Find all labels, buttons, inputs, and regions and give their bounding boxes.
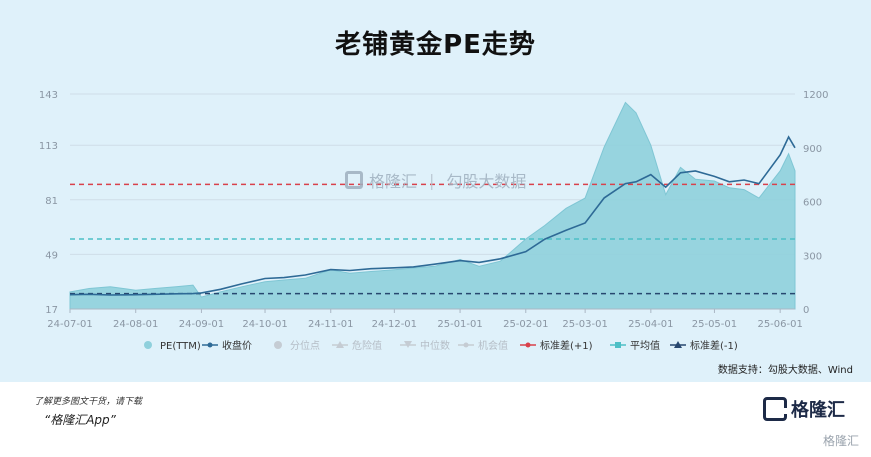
legend-item[interactable]: PE(TTM) (144, 341, 201, 352)
gelonghui-logo-icon (345, 171, 363, 189)
legend-label: 机会值 (478, 339, 508, 352)
watermark-partner: 勾股大数据 (446, 172, 527, 191)
legend-item[interactable]: 标准差(-1) (670, 339, 738, 352)
x-tick-label: 25-01-01 (437, 319, 482, 330)
gelonghui-logo-icon (763, 397, 787, 421)
y-left-tick-label: 49 (45, 250, 58, 261)
legend-item[interactable]: 危险值 (332, 339, 382, 352)
footer-logo[interactable]: 格隆汇 (763, 394, 845, 424)
legend-circle-icon (274, 341, 282, 349)
legend-label: PE(TTM) (160, 341, 201, 352)
legend[interactable]: PE(TTM) 收盘价 分位点 危险值 中位数 机会值 标准差(+1) 平均值 标准差(-1) (144, 339, 738, 352)
legend-square-icon (615, 342, 621, 348)
source-note: 数据支持：勾股大数据、Wind (717, 365, 853, 376)
price-line-layer (69, 135, 796, 296)
y-right-tick-label: 1200 (803, 90, 828, 101)
legend-item[interactable]: 收盘价 (202, 339, 252, 352)
x-tick-label: 25-03-01 (562, 319, 607, 330)
x-tick-label: 24-09-01 (179, 319, 224, 330)
y-left-tick-label: 113 (39, 141, 58, 152)
y-left-tick-label: 17 (45, 305, 58, 316)
chart-title: 老铺黄金PE走势 (335, 30, 536, 60)
pe-area-layer (69, 101, 796, 310)
legend-dot-icon (463, 342, 469, 348)
y-left-tick-label: 81 (45, 196, 58, 207)
footer-app-name[interactable]: “格隆汇App” (44, 413, 116, 427)
x-tick-label: 24-11-01 (308, 319, 353, 330)
legend-label: 标准差(-1) (690, 339, 738, 352)
y-left-tick-label: 143 (39, 90, 58, 101)
x-tick-label: 25-04-01 (628, 319, 673, 330)
y-right-axis: 0 300 600 900 1200 (803, 90, 828, 316)
footer-logo-text: 格隆汇 (791, 400, 845, 421)
legend-label: 标准差(+1) (540, 339, 593, 352)
watermark: 格隆汇 | 勾股大数据 (345, 168, 526, 192)
legend-item[interactable]: 机会值 (458, 339, 508, 352)
legend-label: 危险值 (352, 339, 382, 352)
watermark-separator: | (429, 170, 435, 190)
footer-prompt: 了解更多图文干货，请下载 (34, 397, 143, 407)
footer: 了解更多图文干货，请下载 “格隆汇App” 格隆汇 格隆汇 (0, 382, 871, 457)
legend-triangle-icon (674, 341, 682, 348)
legend-label: 中位数 (420, 339, 450, 352)
y-right-tick-label: 0 (803, 305, 809, 316)
legend-dot-icon (525, 342, 531, 348)
footer-watermark: 格隆汇 (822, 434, 859, 448)
x-tick-label: 24-12-01 (372, 319, 417, 330)
legend-circle-icon (144, 341, 152, 349)
y-right-tick-label: 300 (803, 251, 822, 262)
legend-label: 平均值 (630, 339, 660, 352)
pe-ttm-area (69, 101, 796, 310)
legend-triangle-icon (336, 341, 344, 348)
x-axis: 24-07-01 24-08-01 24-09-01 24-10-01 24-11-01… (47, 308, 803, 330)
legend-item[interactable]: 标准差(+1) (520, 339, 593, 352)
legend-triangle-down-icon (404, 341, 412, 348)
x-tick-label: 24-08-01 (113, 319, 158, 330)
watermark-brand: 格隆汇 (369, 172, 418, 191)
x-tick-label: 24-10-01 (242, 319, 287, 330)
x-tick-label: 24-07-01 (47, 319, 92, 330)
x-tick-label: 25-02-01 (503, 319, 548, 330)
legend-label: 收盘价 (222, 339, 252, 352)
legend-item[interactable]: 分位点 (274, 339, 320, 352)
legend-item[interactable]: 平均值 (610, 339, 660, 352)
y-right-tick-label: 900 (803, 144, 822, 155)
x-tick-label: 25-06-01 (757, 319, 802, 330)
close-price-line (69, 135, 796, 296)
legend-item[interactable]: 中位数 (400, 339, 450, 352)
legend-dot-icon (207, 342, 213, 348)
legend-label: 分位点 (290, 339, 320, 352)
x-tick-label: 25-05-01 (692, 319, 737, 330)
y-left-axis: 17 49 81 113 143 (39, 90, 58, 316)
y-right-tick-label: 600 (803, 198, 822, 209)
